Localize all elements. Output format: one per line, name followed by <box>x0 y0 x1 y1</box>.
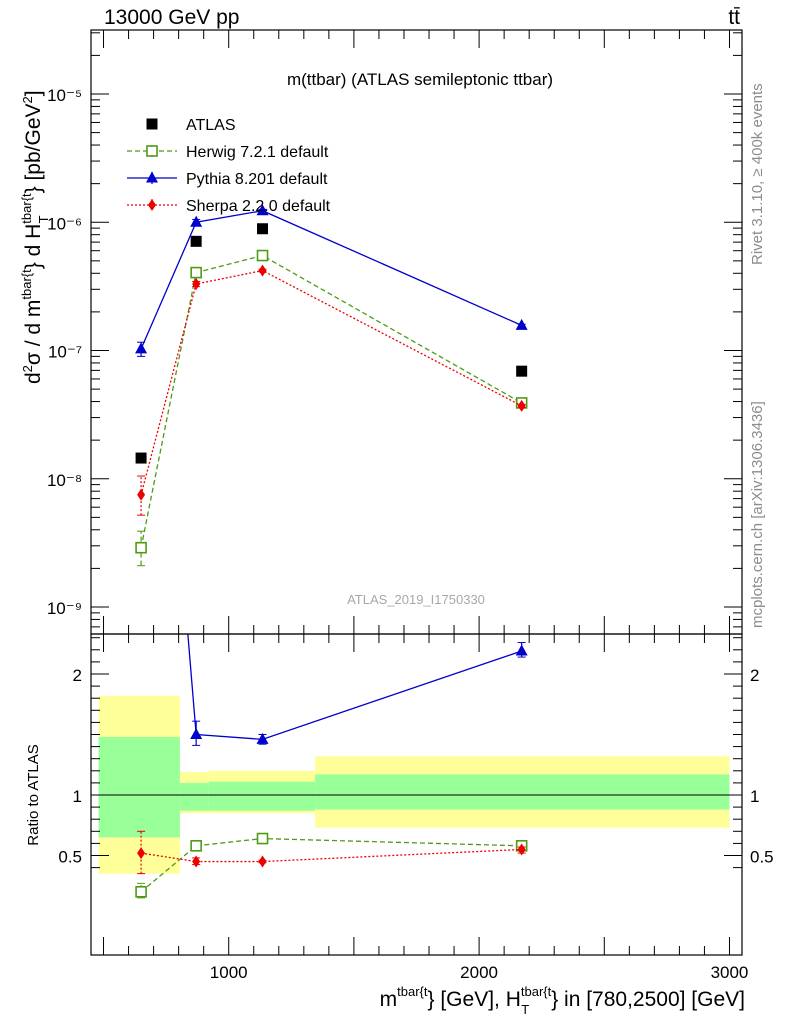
legend-entry-sherpa: Sherpa 2.2.0 default <box>127 198 331 215</box>
legend: ATLAS Herwig 7.2.1 default Pythia 8.201 de… <box>127 117 331 215</box>
ratio-point-herwig <box>135 885 147 898</box>
main-point-herwig <box>256 249 269 262</box>
main-point-atlas <box>190 235 202 247</box>
ratio-panel: 0.5 0.5 1 1 2 2 1000 2000 3000 Ratio to ATLAS <box>25 63 774 982</box>
main-y-tick-label: 10⁻⁷ <box>48 343 82 362</box>
main-point-sherpa <box>258 264 267 277</box>
mcplots-label: mcplots.cern.ch [arXiv:1306.3436] <box>749 401 766 628</box>
legend-marker <box>146 145 158 157</box>
main-plot-title: m(ttbar) (ATLAS semileptonic ttbar) <box>287 70 553 89</box>
main-point-herwig <box>190 266 202 279</box>
main-line-pythia <box>140 210 522 350</box>
header-process-label: tt̄ <box>728 6 740 29</box>
legend-label: Sherpa 2.2.0 default <box>186 198 331 215</box>
ratio-y-tick-label-right: 2 <box>750 666 759 685</box>
ratio-y-tick-label-right: 0.5 <box>750 848 774 867</box>
main-y-tick-label: 10⁻⁸ <box>47 471 82 490</box>
ratio-line-herwig <box>140 837 522 893</box>
ratio-y-tick-label-right: 1 <box>750 787 759 806</box>
ratio-point-herwig <box>256 832 269 845</box>
main-point-herwig <box>135 541 147 554</box>
ratio-band-inner <box>98 736 180 838</box>
main-point-atlas <box>257 223 269 235</box>
svg-text:d2σ / d mtbar{t} d Htbar{tT} [: d2σ / d mtbar{t} d Htbar{t T} [pb/GeV2] <box>19 90 51 384</box>
header-energy-label: 13000 GeV pp <box>104 6 239 29</box>
main-y-tick-label: 10⁻⁶ <box>47 214 82 233</box>
legend-marker <box>146 171 158 183</box>
watermark: ATLAS_2019_I1750330 <box>347 592 485 607</box>
main-series-herwig <box>135 249 528 567</box>
main-point-pythia <box>515 318 528 330</box>
main-series-atlas <box>135 223 528 464</box>
legend-marker <box>146 118 158 130</box>
main-point-sherpa <box>137 488 146 501</box>
main-y-axis-label: d2σ / d mtbar{t} d Htbar{t T} [pb/GeV2] <box>19 90 51 384</box>
x-axis-label: mtbar{t} [GeV], Htbar{t T} in [780,2500] … <box>380 984 745 1017</box>
ratio-band-inner <box>179 782 209 811</box>
legend-entry-pythia: Pythia 8.201 default <box>127 171 328 188</box>
legend-label: Pythia 8.201 default <box>186 171 328 188</box>
main-point-pythia <box>190 215 203 227</box>
main-y-tick-label: 10⁻⁹ <box>47 599 82 618</box>
main-point-sherpa <box>517 399 526 412</box>
legend-entry-herwig: Herwig 7.2.1 default <box>127 144 329 161</box>
ratio-y-tick-label: 2 <box>73 666 82 685</box>
ratio-point-sherpa <box>137 847 146 860</box>
x-tick-label: 2000 <box>460 963 498 982</box>
main-point-pythia <box>256 204 269 216</box>
ratio-y-axis-label: Ratio to ATLAS <box>25 744 42 845</box>
ratio-series-sherpa <box>137 830 526 875</box>
ratio-point-sherpa <box>258 855 267 868</box>
x-tick-label: 1000 <box>210 963 248 982</box>
rivet-version-label: Rivet 3.1.10, ≥ 400k events <box>749 83 766 265</box>
ratio-band-inner <box>315 774 730 810</box>
main-series-sherpa <box>137 264 526 516</box>
ratio-line-sherpa <box>140 848 522 863</box>
ratio-point-sherpa <box>517 843 526 856</box>
main-point-pythia <box>135 342 148 354</box>
ratio-series-pythia <box>135 63 528 746</box>
main-point-atlas <box>516 365 528 377</box>
main-y-tick-label: 10⁻⁵ <box>47 86 82 105</box>
main-line-sherpa <box>140 269 522 495</box>
ratio-y-tick-label: 0.5 <box>58 848 82 867</box>
ratio-point-pythia <box>256 732 269 744</box>
legend-label: ATLAS <box>186 117 236 134</box>
ratio-point-pythia <box>135 63 147 74</box>
legend-marker <box>148 199 156 211</box>
main-line-herwig <box>140 254 522 548</box>
main-series-pythia <box>135 204 528 357</box>
ratio-y-tick-label: 1 <box>73 787 82 806</box>
ratio-line-pythia <box>187 634 522 740</box>
main-point-atlas <box>135 452 147 464</box>
ratio-point-pythia <box>190 728 203 739</box>
x-tick-label: 3000 <box>711 963 749 982</box>
legend-label: Herwig 7.2.1 default <box>186 144 329 161</box>
ratio-point-herwig <box>190 840 202 852</box>
main-panel: m(ttbar) (ATLAS semileptonic ttbar) ATLA… <box>47 29 743 635</box>
ratio-point-sherpa <box>192 855 201 868</box>
ratio-point-pythia <box>515 644 528 656</box>
legend-entry-atlas: ATLAS <box>146 117 236 134</box>
ratio-band-inner <box>208 781 316 811</box>
main-point-sherpa <box>192 278 201 291</box>
ratio-series-herwig <box>135 832 528 899</box>
svg-text:mtbar{t} [GeV], Htbar{tT} in [: mtbar{t} [GeV], Htbar{t T} in [780,2500] … <box>380 984 745 1017</box>
